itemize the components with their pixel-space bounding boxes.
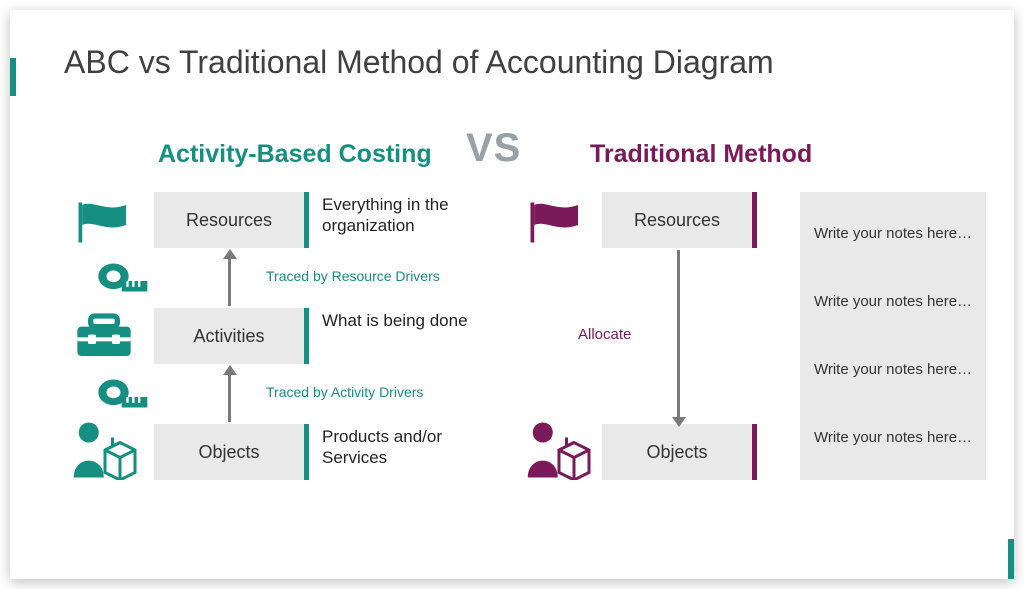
heading-abc: Activity-Based Costing	[158, 140, 432, 169]
trad-node-resources: Resources	[602, 192, 752, 248]
abc-connector-label: Traced by Activity Drivers	[266, 384, 423, 400]
heading-trad: Traditional Method	[590, 140, 812, 169]
person-box-icon	[70, 420, 140, 480]
abc-node-desc: Products and/or Services	[322, 426, 482, 469]
abc-node-objects: Objects	[154, 424, 304, 480]
slide-accent-left	[10, 58, 16, 96]
trad-connector-label: Allocate	[578, 326, 631, 343]
note-line[interactable]: Write your notes here…	[812, 429, 974, 448]
toolbox-icon	[72, 308, 136, 361]
abc-node-activities: Activities	[154, 308, 304, 364]
arrow-down-icon	[677, 250, 680, 418]
tape-measure-icon	[96, 376, 152, 413]
trad-node-label: Resources	[634, 210, 720, 231]
note-line[interactable]: Write your notes here…	[812, 361, 974, 380]
abc-connector-label: Traced by Resource Drivers	[266, 268, 440, 284]
abc-node-desc: What is being done	[322, 310, 482, 331]
abc-node-desc: Everything in the organization	[322, 194, 482, 237]
abc-node-resources: Resources	[154, 192, 304, 248]
trad-node-label: Objects	[646, 442, 707, 463]
trad-node-objects: Objects	[602, 424, 752, 480]
slide-title: ABC vs Traditional Method of Accounting …	[64, 44, 774, 81]
notes-panel: Write your notes here… Write your notes …	[800, 192, 986, 480]
slide: ABC vs Traditional Method of Accounting …	[10, 10, 1014, 579]
note-line[interactable]: Write your notes here…	[812, 225, 974, 244]
arrow-up-icon	[228, 258, 231, 306]
abc-node-label: Resources	[186, 210, 272, 231]
person-box-icon	[524, 420, 594, 480]
abc-node-label: Objects	[198, 442, 259, 463]
note-line[interactable]: Write your notes here…	[812, 293, 974, 312]
arrow-up-icon	[228, 374, 231, 422]
tape-measure-icon	[96, 260, 152, 297]
heading-vs: VS	[466, 126, 521, 171]
slide-accent-right	[1008, 539, 1014, 579]
abc-node-label: Activities	[193, 326, 264, 347]
flag-icon	[528, 200, 588, 245]
flag-icon	[76, 200, 136, 245]
